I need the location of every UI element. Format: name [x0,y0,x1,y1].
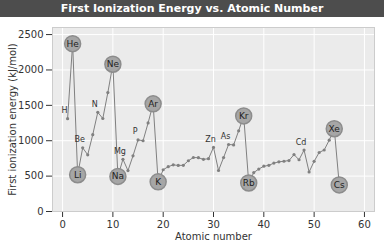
svg-text:P: P [133,127,138,136]
svg-text:First ionization energy (kJ/mo: First ionization energy (kJ/mol) [7,43,18,196]
svg-text:Mg: Mg [114,147,126,156]
svg-text:Kr: Kr [239,111,249,121]
svg-text:2000: 2000 [18,64,43,75]
svg-text:Zn: Zn [205,135,216,144]
svg-text:1000: 1000 [18,135,43,146]
svg-text:Ar: Ar [148,99,158,109]
svg-text:2500: 2500 [18,29,43,40]
svg-text:50: 50 [308,219,321,230]
svg-text:0: 0 [59,219,65,230]
svg-text:As: As [221,132,231,141]
svg-text:N: N [92,100,98,109]
svg-text:0: 0 [37,206,43,217]
svg-text:Xe: Xe [329,124,341,134]
svg-text:Rb: Rb [243,178,255,188]
svg-text:500: 500 [24,170,43,181]
svg-text:Cs: Cs [334,180,345,190]
svg-text:30: 30 [207,219,220,230]
svg-text:1500: 1500 [18,100,43,111]
svg-text:H: H [62,106,68,115]
svg-text:10: 10 [107,219,120,230]
svg-text:K: K [155,177,162,187]
svg-text:Be: Be [74,135,84,144]
svg-text:Li: Li [74,170,82,180]
html-text:First Ionization Energy vs. At: First Ionization Energy vs. Atomic Numbe… [60,2,324,15]
svg-text:He: He [66,39,79,49]
svg-text:20: 20 [157,219,170,230]
svg-text:60: 60 [358,219,371,230]
svg-text:Ne: Ne [107,59,120,69]
svg-text:Cd: Cd [296,138,307,147]
svg-text:Atomic number: Atomic number [175,231,253,242]
svg-text:40: 40 [257,219,270,230]
svg-text:Na: Na [112,171,124,181]
